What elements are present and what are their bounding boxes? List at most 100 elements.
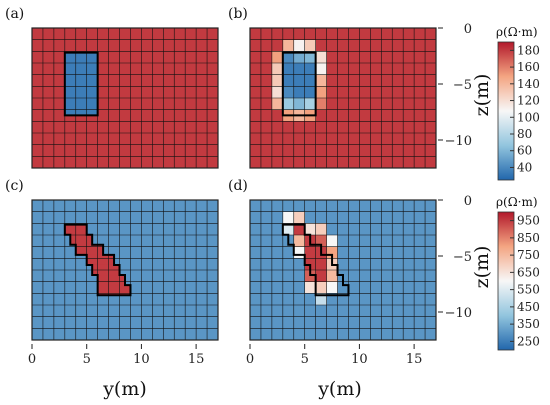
colorbar-tick-label: 100: [517, 110, 540, 124]
colorbar-tick-label: 850: [517, 231, 540, 245]
colorbar-tick-label: 80: [517, 127, 532, 141]
resistivity-cell: [282, 63, 294, 75]
colorbar-tick-label: 650: [517, 265, 540, 279]
resistivity-cell: [271, 63, 283, 75]
resistivity-cell: [315, 293, 327, 305]
colorbar-tick-label: 950: [517, 214, 540, 228]
colorbars-group: 180 160 140 120 100 80 60 40 950 850 750 650 550 450 3…: [497, 41, 540, 351]
z-tick-label: −5: [453, 250, 472, 265]
anomaly-block-row: [75, 244, 104, 256]
x-tick-label: 10: [133, 352, 150, 367]
panel-frame: [249, 199, 437, 341]
resistivity-cell: [315, 235, 327, 247]
z-axis-label-bottom: z(m): [471, 246, 493, 289]
colorbar-tick-label: 750: [517, 248, 540, 262]
resistivity-cell: [315, 281, 327, 294]
x-tick-label: 0: [28, 352, 36, 367]
panel-label-c: (c): [5, 178, 24, 194]
mesh-grid: [250, 200, 436, 340]
resistivity-cell: [282, 39, 294, 52]
colorbar-tick-label: 160: [517, 60, 540, 74]
x-axis-label-right: y(m): [317, 378, 362, 400]
mesh-grid: [32, 28, 218, 168]
resistivity-cell: [315, 223, 327, 235]
resistivity-cell: [315, 74, 327, 87]
resistivity-cell: [315, 270, 327, 282]
resistivity-cell: [315, 63, 327, 75]
panel-frame: [31, 27, 219, 169]
colorbar-top: 180 160 140 120 100 80 60 40: [497, 41, 540, 181]
colorbar-gradient: [497, 41, 515, 181]
resistivity-cell: [326, 270, 338, 282]
resistivity-cell: [293, 74, 305, 87]
x-tick-label: 0: [246, 352, 254, 367]
panel-label-a: (a): [5, 6, 24, 22]
heatmap-panel-d: 0 5 10 15 0 −5 −10: [246, 194, 472, 367]
z-axis-label-top: z(m): [471, 74, 493, 117]
resistivity-cell: [271, 86, 283, 98]
x-tick-label: 15: [406, 352, 423, 367]
z-tick-label: −10: [445, 134, 472, 149]
anomaly-block-row: [70, 234, 93, 246]
true-model-outline: [63, 223, 132, 297]
resistivity-cell: [293, 235, 305, 247]
resistivity-cell: [293, 223, 305, 235]
panel-frame: [31, 199, 219, 341]
resistivity-cell: [282, 51, 294, 63]
resistivity-cell: [293, 246, 305, 259]
resistivity-cell: [304, 51, 316, 63]
z-tick-label: 0: [464, 194, 472, 209]
mesh-grid: [250, 28, 436, 168]
anomaly-block-row: [97, 275, 125, 286]
resistivity-cell: [282, 74, 294, 87]
resistivity-cell: [282, 211, 294, 224]
heatmap-panel-c: 0 5 10 15: [28, 199, 219, 367]
panel-frame: [249, 27, 437, 169]
z-tick-label: 0: [464, 22, 472, 37]
resistivity-cell: [315, 258, 327, 270]
colorbar-tick-label: 60: [517, 144, 532, 158]
resistivity-cell: [282, 86, 294, 98]
resistivity-cell: [293, 51, 305, 63]
anomaly-block-row: [86, 254, 115, 266]
colorbar-title-top: ρ(Ω·m): [496, 25, 538, 39]
resistivity-cell: [304, 86, 316, 98]
heatmap-panel-a: [31, 27, 219, 169]
resistivity-cell: [304, 39, 316, 52]
panel-label-b: (b): [228, 6, 248, 22]
resistivity-cell: [326, 246, 338, 259]
resistivity-cell: [304, 281, 316, 294]
resistivity-cell: [315, 51, 327, 63]
x-tick-label: 10: [351, 352, 368, 367]
panels-group: 0 −5 −10 0 5 10 15 0 5 10 15 0 −5 −10: [28, 22, 472, 367]
resistivity-cell: [271, 74, 283, 87]
colorbar-tick-label: 120: [517, 94, 540, 108]
colorbar-tick-label: 450: [517, 300, 540, 314]
resistivity-cell: [282, 98, 294, 110]
resistivity-cell: [293, 211, 305, 224]
anomaly-block-row: [97, 285, 131, 296]
anomaly-block: [64, 52, 98, 116]
resistivity-cell: [304, 246, 316, 259]
colorbar-tick-label: 40: [517, 160, 532, 174]
colorbar-tick-label: 180: [517, 43, 540, 57]
colorbar-tick-label: 140: [517, 77, 540, 91]
true-model-outline: [281, 51, 317, 117]
resistivity-cell: [304, 63, 316, 75]
x-axis-label-left: y(m): [102, 378, 147, 400]
resistivity-cell: [271, 51, 283, 63]
resistivity-cell: [304, 98, 316, 110]
true-model-outline: [63, 51, 99, 117]
colorbar-bottom: 950 850 750 650 550 450 350 250: [497, 211, 540, 351]
resistivity-cell: [326, 235, 338, 247]
colorbar-tick-label: 550: [517, 283, 540, 297]
resistivity-cell: [293, 39, 305, 52]
z-tick-label: −10: [445, 306, 472, 321]
resistivity-cell: [293, 86, 305, 98]
resistivity-cell: [326, 281, 338, 294]
colorbar-gradient: [497, 211, 515, 351]
x-tick-label: 5: [301, 352, 309, 367]
colorbar-title-bottom: ρ(Ω·m): [496, 195, 538, 209]
resistivity-cell: [282, 223, 294, 235]
resistivity-cell: [304, 223, 316, 235]
